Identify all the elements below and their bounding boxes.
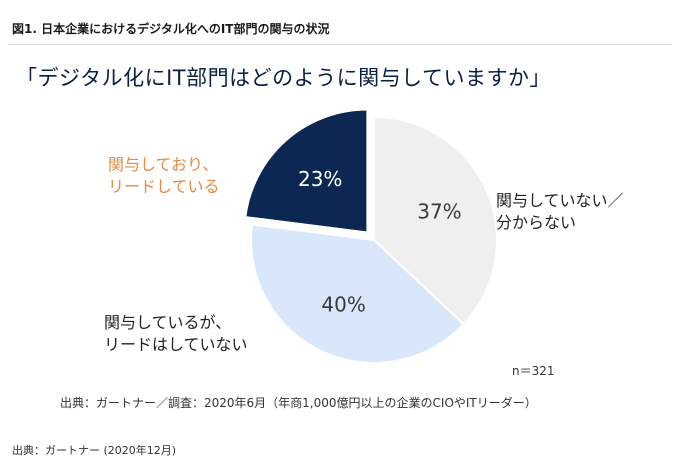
title-divider <box>8 44 672 45</box>
slice-value-involved-leading: 23% <box>298 167 342 191</box>
slice-label-not-involved: 関与していない／ 分からない <box>496 191 624 232</box>
slice-value-not-involved: 37% <box>417 200 461 224</box>
figure-title: 図1. 日本企業におけるデジタル化へのIT部門の関与の状況 <box>12 22 330 36</box>
sample-size: n＝321 <box>512 364 555 378</box>
slice-value-involved-not-leading: 40% <box>321 293 365 317</box>
slice-label-involved-not-leading: 関与しているが、 リードはしていない <box>104 313 248 354</box>
slice-label-involved-leading: 関与しており、 リードしている <box>108 155 220 196</box>
pie-slice-involved-leading <box>244 108 369 234</box>
footer-source: 出典：ガートナー (2020年12月) <box>12 444 177 457</box>
pie-slice-not-involved <box>373 115 498 326</box>
pie-slice-involved-not-leading <box>250 223 466 364</box>
chart-question: 「デジタル化にIT部門はどのように関与していますか」 <box>16 66 551 90</box>
survey-source: 出典：ガートナー／調査：2020年6月（年商1,000億円以上の企業のCIOやI… <box>60 396 537 410</box>
